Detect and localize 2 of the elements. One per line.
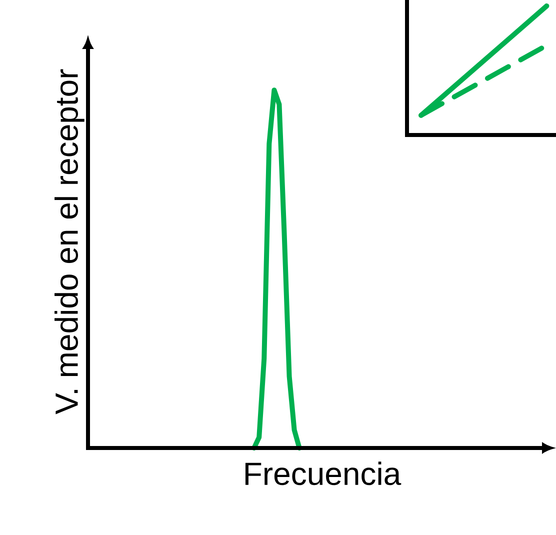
x-axis-title: Frecuencia xyxy=(245,462,402,486)
y-axis-title: V. medido en el receptor xyxy=(54,69,84,414)
